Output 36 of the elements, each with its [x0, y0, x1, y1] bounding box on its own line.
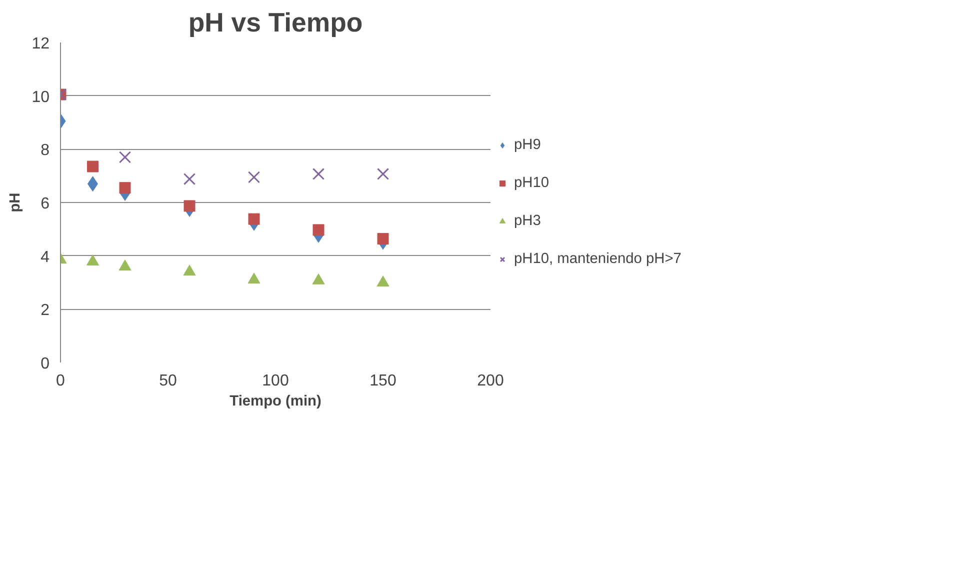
legend-label: pH9 [514, 137, 541, 153]
x-tick-label: 0 [56, 372, 66, 390]
y-tick-label: 0 [40, 356, 50, 372]
point [118, 260, 132, 270]
x-tick-label: 200 [477, 372, 504, 390]
y-tick-label: 2 [40, 302, 50, 320]
y-tick-label: 12 [32, 36, 50, 52]
point [183, 172, 196, 186]
legend-label: pH3 [514, 213, 541, 229]
point [312, 168, 325, 180]
chart-title: pH vs Tiempo [188, 8, 363, 38]
legend-label: pH10, manteniendo pH>7 [514, 251, 682, 267]
point [118, 151, 132, 164]
y-tick-label: 10 [32, 88, 50, 106]
point [248, 213, 260, 225]
x-axis-title: Tiempo (min) [230, 394, 322, 410]
legend-label: pH10 [514, 175, 550, 191]
y-tick-label: 8 [40, 142, 50, 160]
x-tick-label: 50 [159, 372, 177, 390]
x-tick-label: 150 [370, 372, 396, 390]
point [312, 224, 324, 236]
point [248, 171, 260, 184]
point [87, 160, 98, 172]
point [376, 168, 390, 180]
y-tick-label: 6 [40, 196, 50, 212]
point [119, 182, 131, 194]
y-axis-title: pH [8, 192, 24, 212]
point [184, 200, 196, 212]
point [377, 233, 389, 245]
x-tick-label: 100 [262, 372, 289, 390]
point [183, 264, 196, 276]
point [86, 254, 99, 266]
point [312, 273, 325, 284]
y-tick-label: 4 [40, 248, 50, 266]
point [248, 272, 260, 284]
point [376, 276, 390, 286]
